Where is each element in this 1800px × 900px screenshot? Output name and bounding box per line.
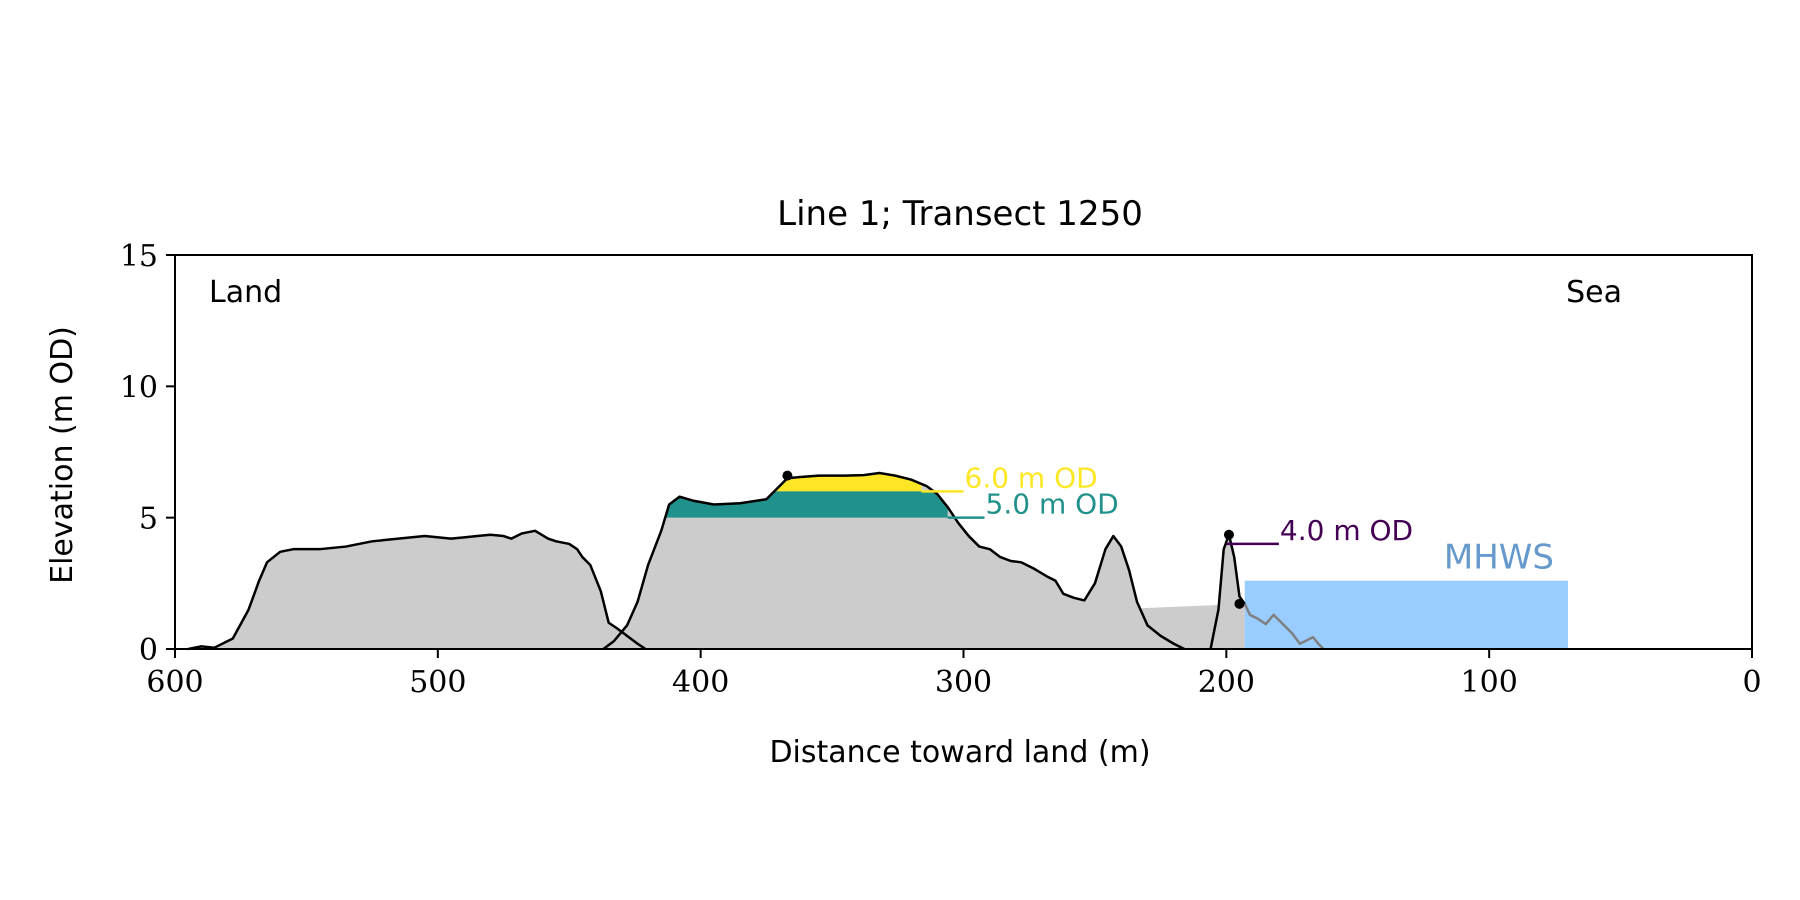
- y-axis-label: Elevation (m OD): [45, 326, 80, 584]
- y-tick-label-15: 15: [120, 239, 158, 274]
- flood-label-4: 4.0 m OD: [1280, 514, 1413, 547]
- mhws-label: MHWS: [1444, 538, 1554, 578]
- marker-layer: [782, 470, 1245, 609]
- x-axis-ticks: 600 500 400 300 200 100 0: [146, 649, 1762, 700]
- fill-layer: [188, 473, 1569, 649]
- profile-line-2: [602, 471, 1185, 651]
- x-tick-label-500: 500: [409, 665, 466, 700]
- chart-title: Line 1; Transect 1250: [777, 194, 1143, 234]
- y-tick-label-5: 5: [139, 502, 158, 537]
- sea-label: Sea: [1566, 275, 1622, 310]
- submerged-profile-line: [1243, 603, 1325, 650]
- y-tick-label-10: 10: [120, 370, 158, 405]
- x-tick-label-200: 200: [1198, 665, 1255, 700]
- marker-point-3: [1234, 598, 1245, 609]
- x-tick-label-300: 300: [935, 665, 992, 700]
- x-tick-label-400: 400: [672, 665, 729, 700]
- y-axis-ticks: 0 5 10 15: [120, 239, 175, 668]
- marker-point-2: [1223, 529, 1234, 540]
- profile-line-1: [187, 529, 647, 651]
- x-tick-label-100: 100: [1461, 665, 1518, 700]
- annotation-layer: 6.0 m OD5.0 m OD 4.0 m OD MHWS: [965, 461, 1555, 577]
- marker-point-1: [782, 470, 793, 481]
- mhws-area: [1244, 580, 1569, 649]
- profile-fill-1: [188, 530, 646, 649]
- flood-label-6: 6.0 m OD: [965, 461, 1098, 494]
- flood-label-5: 5.0 m OD: [986, 488, 1119, 521]
- x-axis-label: Distance toward land (m): [769, 735, 1150, 770]
- y-tick-label-0: 0: [139, 633, 158, 668]
- flood-fill-5: [666, 491, 948, 518]
- x-tick-label-600: 600: [146, 665, 203, 700]
- profile-fill-3: [1210, 534, 1245, 649]
- land-label: Land: [209, 275, 282, 310]
- x-tick-label-0: 0: [1742, 665, 1761, 700]
